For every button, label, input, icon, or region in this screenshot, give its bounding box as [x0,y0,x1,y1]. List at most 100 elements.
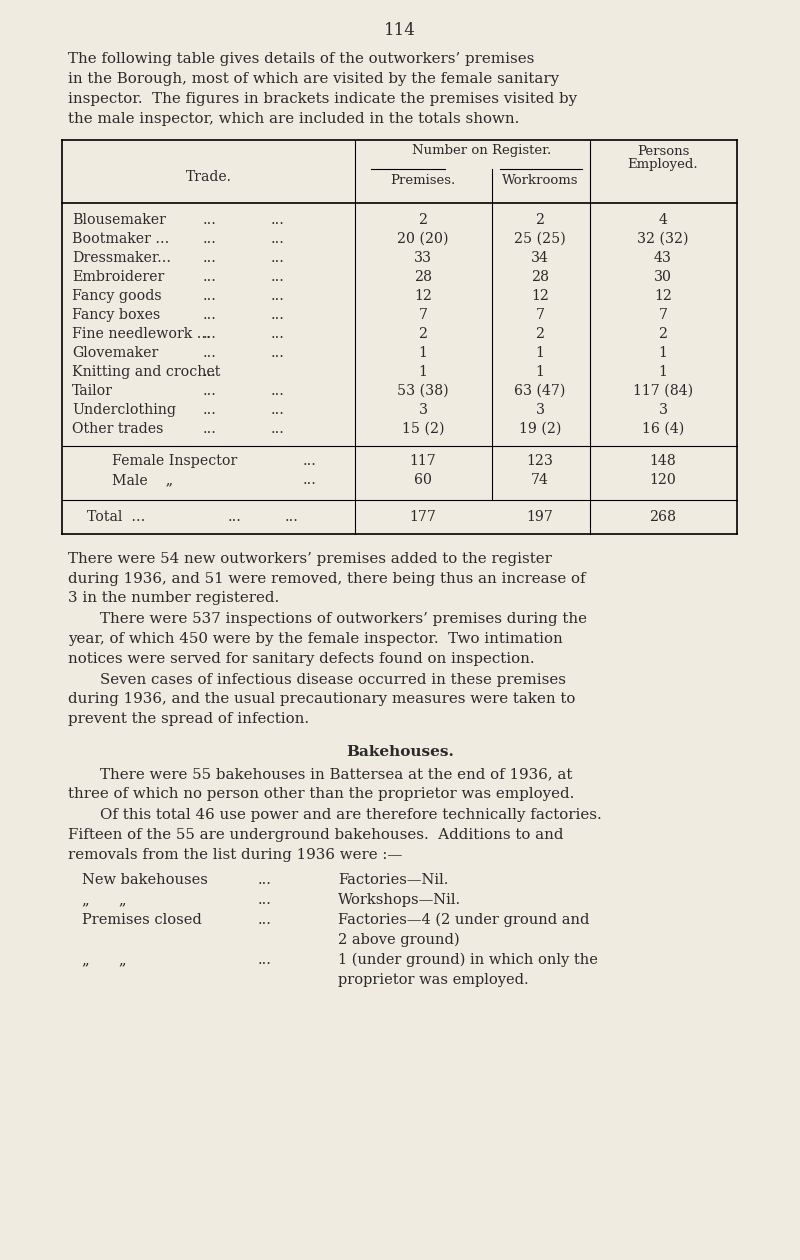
Text: 2: 2 [418,213,427,227]
Text: ...: ... [271,422,285,436]
Text: prevent the spread of infection.: prevent the spread of infection. [68,712,309,726]
Text: ...: ... [258,914,272,927]
Text: Underclothing: Underclothing [72,403,176,417]
Text: 3: 3 [658,403,667,417]
Text: Bakehouses.: Bakehouses. [346,746,454,760]
Text: ...: ... [203,422,217,436]
Text: 28: 28 [531,270,549,284]
Text: ...: ... [271,213,285,227]
Text: during 1936, and the usual precautionary measures were taken to: during 1936, and the usual precautionary… [68,693,575,707]
Text: 2: 2 [535,328,545,341]
Text: 53 (38): 53 (38) [397,384,449,398]
Text: Total  ...: Total ... [87,510,146,524]
Text: ...: ... [203,403,217,417]
Text: ...: ... [203,384,217,398]
Text: New bakehouses: New bakehouses [82,873,208,887]
Text: 1: 1 [535,346,545,360]
Text: There were 55 bakehouses in Battersea at the end of 1936, at: There were 55 bakehouses in Battersea at… [100,767,572,781]
Text: 148: 148 [650,454,676,467]
Text: ...: ... [203,289,217,302]
Text: 12: 12 [654,289,672,302]
Text: 3: 3 [418,403,427,417]
Text: 7: 7 [535,307,545,323]
Text: 268: 268 [650,510,677,524]
Text: ...: ... [203,365,217,379]
Text: 16 (4): 16 (4) [642,422,684,436]
Text: ...: ... [271,346,285,360]
Text: removals from the list during 1936 were :—: removals from the list during 1936 were … [68,848,402,862]
Text: 7: 7 [658,307,667,323]
Text: 2: 2 [418,328,427,341]
Text: ...: ... [228,510,242,524]
Text: ...: ... [271,384,285,398]
Text: 120: 120 [650,472,677,488]
Text: 2 above ground): 2 above ground) [338,932,460,948]
Text: 32 (32): 32 (32) [638,232,689,246]
Text: 117: 117 [410,454,436,467]
Text: 3: 3 [535,403,545,417]
Text: 114: 114 [384,21,416,39]
Text: in the Borough, most of which are visited by the female sanitary: in the Borough, most of which are visite… [68,72,559,86]
Text: 3 in the number registered.: 3 in the number registered. [68,591,279,605]
Text: 1: 1 [418,346,427,360]
Text: 197: 197 [526,510,554,524]
Text: ...: ... [258,873,272,887]
Text: ...: ... [203,307,217,323]
Text: 34: 34 [531,251,549,265]
Text: Dressmaker...: Dressmaker... [72,251,171,265]
Text: proprietor was employed.: proprietor was employed. [338,973,529,987]
Text: ...: ... [258,893,272,907]
Text: 74: 74 [531,472,549,488]
Text: Of this total 46 use power and are therefore technically factories.: Of this total 46 use power and are there… [100,809,602,823]
Text: Bootmaker ...: Bootmaker ... [72,232,170,246]
Text: There were 537 inspections of outworkers’ premises during the: There were 537 inspections of outworkers… [100,612,587,626]
Text: Seven cases of infectious disease occurred in these premises: Seven cases of infectious disease occurr… [100,673,566,687]
Text: year, of which 450 were by the female inspector.  Two intimation: year, of which 450 were by the female in… [68,633,562,646]
Text: ...: ... [271,251,285,265]
Text: ...: ... [271,289,285,302]
Text: Blousemaker: Blousemaker [72,213,166,227]
Text: 20 (20): 20 (20) [398,232,449,246]
Text: Fifteen of the 55 are underground bakehouses.  Additions to and: Fifteen of the 55 are underground bakeho… [68,828,563,842]
Text: There were 54 new outworkers’ premises added to the register: There were 54 new outworkers’ premises a… [68,552,552,566]
Text: 43: 43 [654,251,672,265]
Text: ...: ... [203,270,217,284]
Text: Male    „: Male „ [112,472,173,488]
Text: Knitting and crochet: Knitting and crochet [72,365,220,379]
Text: 1 (under ground) in which only the: 1 (under ground) in which only the [338,953,598,968]
Text: 1: 1 [658,346,667,360]
Text: 30: 30 [654,270,672,284]
Text: Glovemaker: Glovemaker [72,346,158,360]
Text: 4: 4 [658,213,667,227]
Text: ...: ... [271,328,285,341]
Text: ...: ... [203,251,217,265]
Text: 177: 177 [410,510,437,524]
Text: Fancy boxes: Fancy boxes [72,307,160,323]
Text: 19 (2): 19 (2) [519,422,561,436]
Text: 15 (2): 15 (2) [402,422,444,436]
Text: 1: 1 [418,365,427,379]
Text: 12: 12 [531,289,549,302]
Text: 28: 28 [414,270,432,284]
Text: Trade.: Trade. [186,170,231,184]
Text: Factories—4 (2 under ground and: Factories—4 (2 under ground and [338,914,590,927]
Text: 33: 33 [414,251,432,265]
Text: ...: ... [285,510,299,524]
Text: 25 (25): 25 (25) [514,232,566,246]
Text: Embroiderer: Embroiderer [72,270,164,284]
Text: during 1936, and 51 were removed, there being thus an increase of: during 1936, and 51 were removed, there … [68,572,586,586]
Text: Workrooms: Workrooms [502,174,578,186]
Text: „  „: „ „ [82,953,156,966]
Text: ...: ... [303,472,317,488]
Text: ...: ... [203,213,217,227]
Text: 2: 2 [535,213,545,227]
Text: three of which no person other than the proprietor was employed.: three of which no person other than the … [68,788,574,801]
Text: ...: ... [203,232,217,246]
Text: Fine needlework ...: Fine needlework ... [72,328,210,341]
Text: Premises.: Premises. [390,174,456,186]
Text: 123: 123 [526,454,554,467]
Text: ...: ... [203,328,217,341]
Text: Factories—Nil.: Factories—Nil. [338,873,448,887]
Text: 1: 1 [535,365,545,379]
Text: ...: ... [271,307,285,323]
